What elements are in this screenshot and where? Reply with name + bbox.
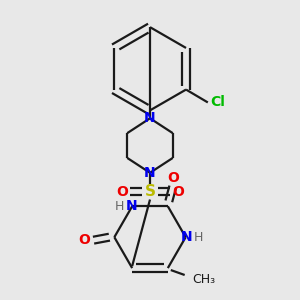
Text: O: O xyxy=(167,171,179,184)
Text: H: H xyxy=(115,200,124,213)
Text: N: N xyxy=(144,111,156,125)
Text: S: S xyxy=(145,184,155,199)
Text: N: N xyxy=(125,199,137,213)
Text: H: H xyxy=(194,231,203,244)
Text: Cl: Cl xyxy=(210,95,225,110)
Text: N: N xyxy=(144,166,156,180)
Text: O: O xyxy=(79,233,91,247)
Text: O: O xyxy=(172,184,184,199)
Text: N: N xyxy=(181,230,193,244)
Text: CH₃: CH₃ xyxy=(193,274,216,286)
Text: O: O xyxy=(116,184,128,199)
